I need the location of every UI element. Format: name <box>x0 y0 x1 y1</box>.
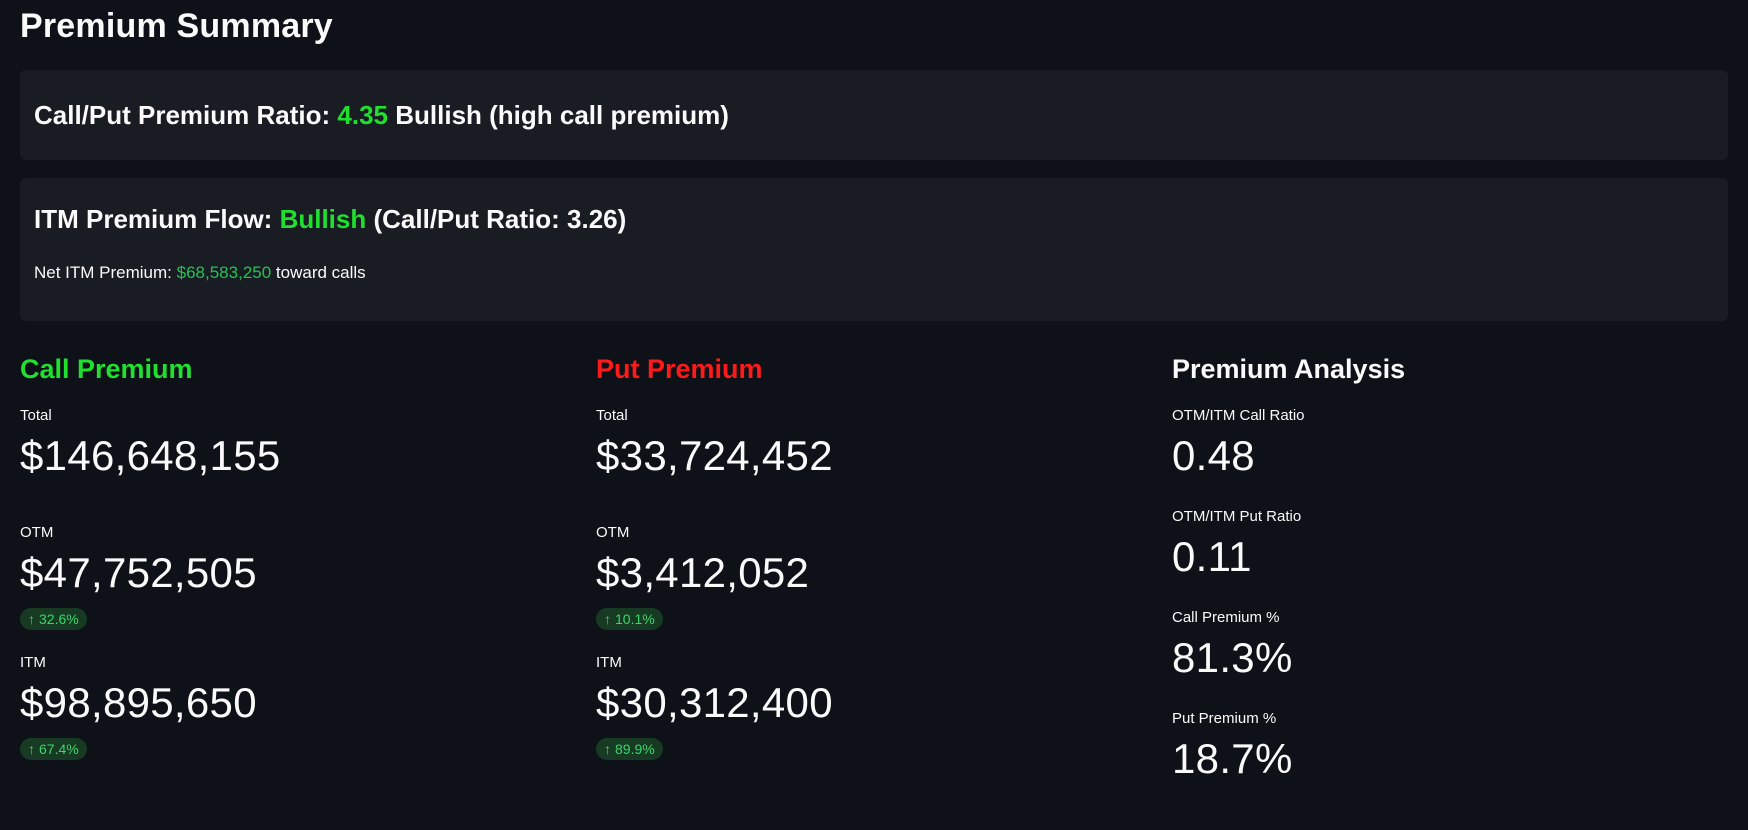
put-total-metric: Total $33,724,452 <box>596 405 1172 485</box>
call-itm-delta-value: 67.4% <box>39 741 79 757</box>
itm-premium-flow-card: ITM Premium Flow: Bullish (Call/Put Rati… <box>20 178 1728 321</box>
page-title: Premium Summary <box>20 7 333 45</box>
call-itm-value: $98,895,650 <box>20 679 257 726</box>
put-otm-metric: OTM $3,412,052 ↑ 10.1% <box>596 522 1172 630</box>
premium-columns: Call Premium Total $146,648,155 OTM $47,… <box>20 353 1728 788</box>
put-itm-delta-badge: ↑ 89.9% <box>596 738 663 760</box>
call-total-label: Total <box>20 407 52 424</box>
call-otm-value: $47,752,505 <box>20 549 257 596</box>
net-itm-label: Net ITM Premium: <box>34 263 172 282</box>
put-otm-delta-value: 10.1% <box>615 611 655 627</box>
put-itm-value: $30,312,400 <box>596 679 833 726</box>
otm-itm-call-ratio-metric: OTM/ITM Call Ratio 0.48 <box>1172 405 1692 485</box>
call-total-metric: Total $146,648,155 <box>20 405 596 485</box>
put-premium-pct-label: Put Premium % <box>1172 710 1277 727</box>
itm-flow-heading: ITM Premium Flow: Bullish (Call/Put Rati… <box>34 204 1714 235</box>
net-itm-value: $68,583,250 <box>176 263 272 282</box>
call-premium-column: Call Premium Total $146,648,155 OTM $47,… <box>20 353 596 788</box>
put-otm-value: $3,412,052 <box>596 549 810 596</box>
put-premium-title: Put Premium <box>596 354 763 384</box>
put-itm-label: ITM <box>596 654 622 671</box>
premium-analysis-title: Premium Analysis <box>1172 354 1406 384</box>
call-total-value: $146,648,155 <box>20 432 281 479</box>
call-otm-metric: OTM $47,752,505 ↑ 32.6% <box>20 522 596 630</box>
otm-itm-put-ratio-value: 0.11 <box>1172 533 1252 580</box>
itm-flow-ratio: (Call/Put Ratio: 3.26) <box>373 204 627 234</box>
itm-flow-sentiment: Bullish <box>279 204 367 234</box>
call-otm-label: OTM <box>20 524 54 541</box>
put-otm-delta-badge: ↑ 10.1% <box>596 608 663 630</box>
put-itm-delta-value: 89.9% <box>615 741 655 757</box>
ratio-label: Call/Put Premium Ratio: <box>34 99 331 130</box>
put-itm-metric: ITM $30,312,400 ↑ 89.9% <box>596 652 1172 760</box>
ratio-value: 4.35 <box>337 99 388 130</box>
call-itm-label: ITM <box>20 654 46 671</box>
put-premium-pct-metric: Put Premium % 18.7% <box>1172 708 1692 788</box>
put-total-label: Total <box>596 407 628 424</box>
call-premium-pct-metric: Call Premium % 81.3% <box>1172 607 1692 687</box>
call-put-ratio-card: Call/Put Premium Ratio: 4.35 Bullish (hi… <box>20 70 1728 160</box>
arrow-up-icon: ↑ <box>604 741 611 757</box>
call-premium-title: Call Premium <box>20 354 193 384</box>
arrow-up-icon: ↑ <box>28 611 35 627</box>
put-premium-pct-value: 18.7% <box>1172 735 1293 782</box>
call-otm-delta-value: 32.6% <box>39 611 79 627</box>
net-itm-suffix: toward calls <box>275 263 366 282</box>
net-itm-premium-line: Net ITM Premium: $68,583,250 toward call… <box>34 263 1714 283</box>
itm-flow-label: ITM Premium Flow: <box>34 204 273 234</box>
put-otm-label: OTM <box>596 524 630 541</box>
call-itm-metric: ITM $98,895,650 ↑ 67.4% <box>20 652 596 760</box>
call-premium-pct-label: Call Premium % <box>1172 609 1280 626</box>
call-otm-delta-badge: ↑ 32.6% <box>20 608 87 630</box>
otm-itm-call-ratio-value: 0.48 <box>1172 432 1255 479</box>
put-premium-column: Put Premium Total $33,724,452 OTM $3,412… <box>596 353 1172 788</box>
put-total-value: $33,724,452 <box>596 432 833 479</box>
arrow-up-icon: ↑ <box>28 741 35 757</box>
ratio-sentiment: Bullish (high call premium) <box>395 99 729 130</box>
call-put-ratio-heading: Call/Put Premium Ratio: 4.35 Bullish (hi… <box>34 100 729 131</box>
otm-itm-call-ratio-label: OTM/ITM Call Ratio <box>1172 407 1305 424</box>
otm-itm-put-ratio-label: OTM/ITM Put Ratio <box>1172 508 1302 525</box>
arrow-up-icon: ↑ <box>604 611 611 627</box>
call-itm-delta-badge: ↑ 67.4% <box>20 738 87 760</box>
otm-itm-put-ratio-metric: OTM/ITM Put Ratio 0.11 <box>1172 506 1692 586</box>
premium-analysis-column: Premium Analysis OTM/ITM Call Ratio 0.48… <box>1172 353 1692 788</box>
call-premium-pct-value: 81.3% <box>1172 634 1293 681</box>
